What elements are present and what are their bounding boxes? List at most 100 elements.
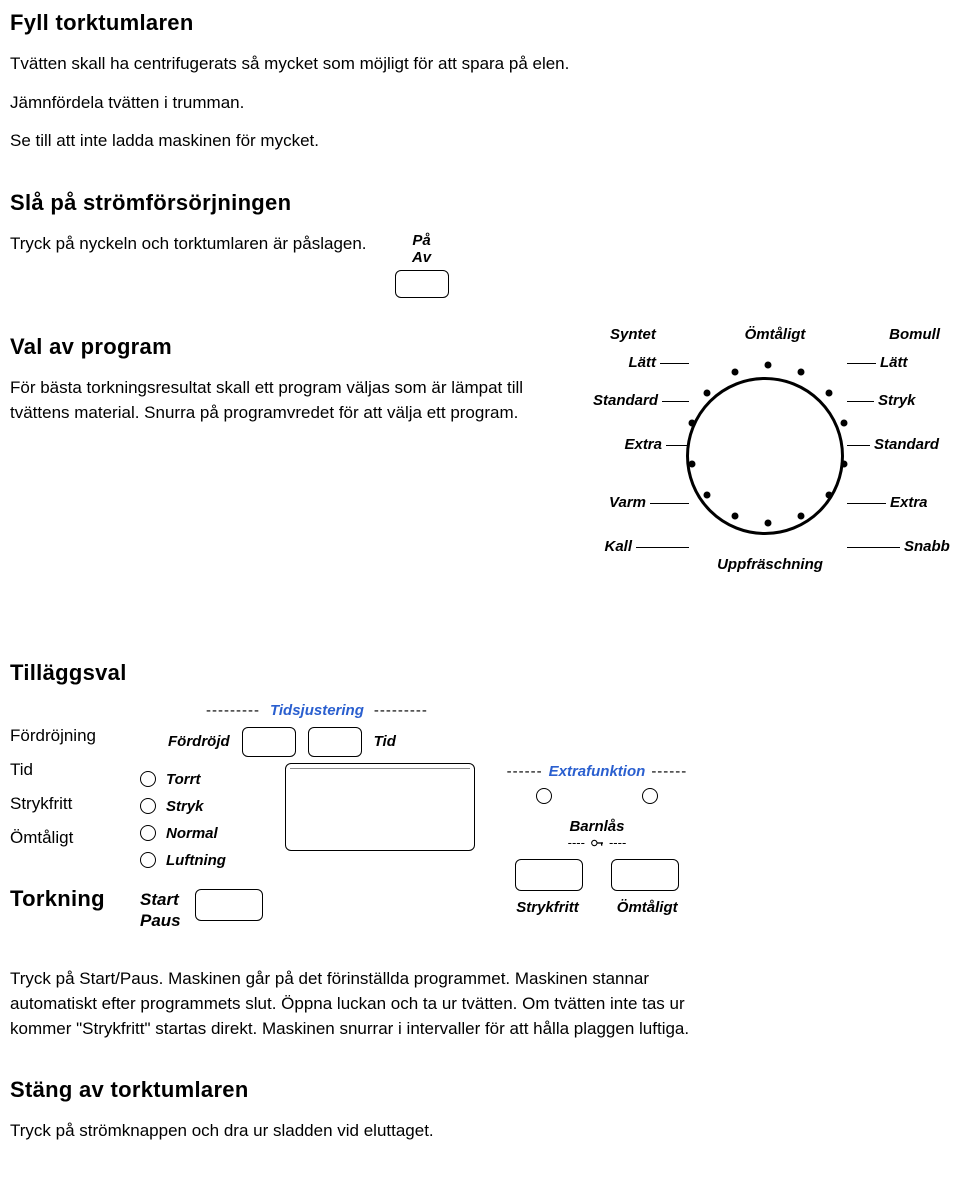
dash-decor: ------ bbox=[651, 763, 687, 780]
sidelabel: Ömtåligt bbox=[10, 828, 120, 848]
dial-ring bbox=[686, 377, 844, 535]
program-dial[interactable]: SyntetÖmtåligtBomullLättLättStandardStry… bbox=[580, 324, 950, 624]
dial-leader bbox=[847, 401, 874, 403]
radio-torrt[interactable]: Torrt bbox=[140, 771, 263, 788]
radio-label: Stryk bbox=[166, 798, 204, 815]
dial-dot bbox=[704, 491, 711, 498]
dash-decor: --------- bbox=[374, 702, 428, 719]
dial-leader bbox=[847, 547, 900, 549]
dial-dot bbox=[841, 420, 848, 427]
dial-leader bbox=[847, 503, 886, 505]
radio-icon bbox=[140, 771, 156, 787]
radio-normal[interactable]: Normal bbox=[140, 825, 263, 842]
tid-label: Tid bbox=[374, 733, 396, 750]
dial-leader bbox=[666, 445, 689, 447]
start-pause-button[interactable] bbox=[195, 889, 263, 921]
sidelabel: Tid bbox=[10, 760, 120, 780]
extra-radio-strykfritt[interactable] bbox=[536, 788, 552, 804]
omtaligt-btn-label: Ömtåligt bbox=[617, 899, 678, 916]
delay-button[interactable] bbox=[242, 727, 296, 757]
para: Tryck på Start/Paus. Maskinen går på det… bbox=[10, 967, 690, 1041]
dryness-radio-group: Torrt Stryk Normal Luftning bbox=[140, 771, 263, 932]
tillagg-sidelabels: Fördröjning Tid Strykfritt Ömtåligt Tork… bbox=[10, 702, 120, 928]
dial-leader bbox=[662, 401, 689, 403]
power-on-label: På bbox=[412, 232, 430, 249]
dial-label: Varm bbox=[609, 494, 646, 511]
para: Tvätten skall ha centrifugerats så mycke… bbox=[10, 52, 940, 77]
sidelabel: Fördröjning bbox=[10, 726, 120, 746]
dash-decor: ---- bbox=[609, 835, 626, 850]
section-torkning-body: Tryck på Start/Paus. Maskinen går på det… bbox=[10, 967, 940, 1041]
para: Tryck på nyckeln och torktumlaren är pås… bbox=[10, 232, 367, 257]
dial-label: Lätt bbox=[880, 354, 908, 371]
para: Jämnfördela tvätten i trumman. bbox=[10, 91, 940, 116]
time-button[interactable] bbox=[308, 727, 362, 757]
start-label: Start bbox=[140, 889, 181, 910]
dial-dot bbox=[765, 361, 772, 368]
section-power: Slå på strömförsörjningen Tryck på nycke… bbox=[10, 190, 940, 298]
dial-label: Lätt bbox=[629, 354, 657, 371]
display-screen bbox=[285, 763, 475, 851]
section-program: Val av program För bästa torkningsresult… bbox=[10, 334, 940, 624]
dial-label: Stryk bbox=[878, 392, 916, 409]
key-icon bbox=[589, 835, 605, 851]
dial-dot bbox=[731, 512, 738, 519]
dial-label: Extra bbox=[890, 494, 928, 511]
dial-label: Bomull bbox=[889, 326, 940, 343]
paus-label: Paus bbox=[140, 910, 181, 931]
dial-dot bbox=[688, 461, 695, 468]
para: För bästa torkningsresultat skall ett pr… bbox=[10, 376, 550, 425]
dial-leader bbox=[660, 363, 689, 365]
radio-label: Torrt bbox=[166, 771, 200, 788]
power-button[interactable] bbox=[395, 270, 449, 298]
section-fyll: Fyll torktumlaren Tvätten skall ha centr… bbox=[10, 10, 940, 154]
extrafunktion-label: Extrafunktion bbox=[549, 763, 646, 780]
dial-leader bbox=[636, 547, 689, 549]
heading-stang: Stäng av torktumlaren bbox=[10, 1077, 940, 1103]
extra-radio-omtaligt[interactable] bbox=[642, 788, 658, 804]
dial-label: Standard bbox=[874, 436, 939, 453]
barnlas-label: Barnlås bbox=[569, 818, 624, 835]
dial-dot bbox=[798, 512, 805, 519]
heading-power: Slå på strömförsörjningen bbox=[10, 190, 940, 216]
radio-icon bbox=[140, 798, 156, 814]
dial-dot bbox=[704, 390, 711, 397]
power-switch: På Av bbox=[395, 232, 449, 298]
dial-label: Kall bbox=[604, 538, 632, 555]
dash-decor: ---- bbox=[568, 835, 585, 850]
dash-decor: ------ bbox=[507, 763, 543, 780]
heading-torkning: Torkning bbox=[10, 886, 120, 912]
radio-label: Normal bbox=[166, 825, 218, 842]
radio-icon bbox=[140, 825, 156, 841]
heading-fyll: Fyll torktumlaren bbox=[10, 10, 940, 36]
fordrojd-label: Fördröjd bbox=[168, 733, 230, 750]
para: Tryck på strömknappen och dra ur sladden… bbox=[10, 1119, 940, 1144]
power-off-label: Av bbox=[412, 249, 431, 266]
dial-leader bbox=[650, 503, 689, 505]
strykfritt-button[interactable] bbox=[515, 859, 583, 891]
dial-leader bbox=[847, 363, 876, 365]
sidelabel: Strykfritt bbox=[10, 794, 120, 814]
dial-label: Snabb bbox=[904, 538, 950, 555]
section-tillagg: Tilläggsval Fördröjning Tid Strykfritt Ö… bbox=[10, 660, 940, 932]
heading-tillagg: Tilläggsval bbox=[10, 660, 940, 686]
dial-label: Standard bbox=[593, 392, 658, 409]
dial-dot bbox=[765, 519, 772, 526]
radio-stryk[interactable]: Stryk bbox=[140, 798, 263, 815]
strykfritt-btn-label: Strykfritt bbox=[516, 899, 579, 916]
dial-dot bbox=[825, 491, 832, 498]
para: Se till att inte ladda maskinen för myck… bbox=[10, 129, 940, 154]
dial-dot bbox=[798, 369, 805, 376]
section-stang: Stäng av torktumlaren Tryck på strömknap… bbox=[10, 1077, 940, 1144]
omtaligt-button[interactable] bbox=[611, 859, 679, 891]
dash-decor: --------- bbox=[206, 702, 260, 719]
dial-label: Uppfräschning bbox=[717, 556, 823, 573]
dial-dot bbox=[731, 369, 738, 376]
radio-icon bbox=[140, 852, 156, 868]
dial-leader bbox=[847, 445, 870, 447]
radio-label: Luftning bbox=[166, 852, 226, 869]
radio-luftning[interactable]: Luftning bbox=[140, 852, 263, 869]
tidsjustering-label: Tidsjustering bbox=[270, 702, 364, 719]
dial-label: Extra bbox=[624, 436, 662, 453]
dial-label: Ömtåligt bbox=[745, 326, 806, 343]
